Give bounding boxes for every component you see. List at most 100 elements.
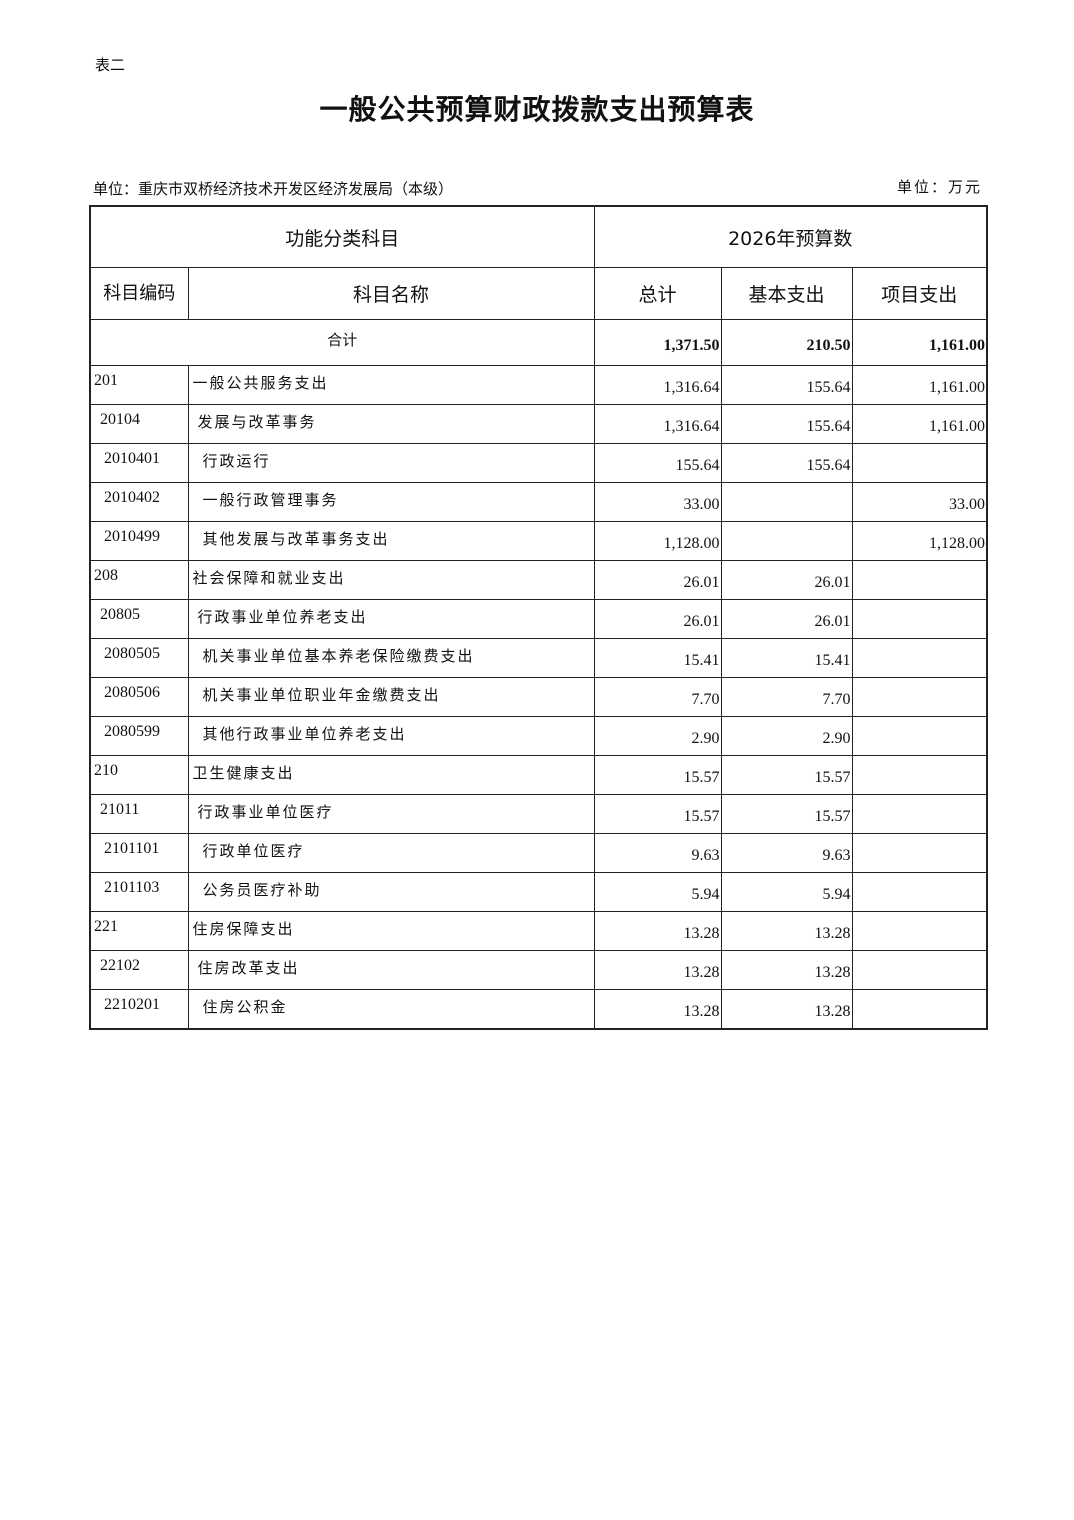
table-row: 2101101 行政单位医疗 9.63 9.63 <box>89 833 988 873</box>
row-project <box>851 560 988 600</box>
header-name: 科目名称 <box>187 267 595 320</box>
row-project <box>851 872 988 912</box>
row-project <box>851 755 988 795</box>
table-row: 210 卫生健康支出 15.57 15.57 <box>89 755 988 795</box>
row-code: 21011 <box>89 794 189 834</box>
table-row: 2010499 其他发展与改革事务支出 1,128.00 1,128.00 <box>89 521 988 561</box>
row-name: 其他发展与改革事务支出 <box>187 521 595 561</box>
row-basic <box>720 482 853 522</box>
row-basic: 15.57 <box>720 794 853 834</box>
row-total: 15.41 <box>593 638 722 678</box>
header-total: 总计 <box>593 267 722 320</box>
row-total: 5.94 <box>593 872 722 912</box>
table-row: 201 一般公共服务支出 1,316.64 155.64 1,161.00 <box>89 365 988 405</box>
row-project <box>851 833 988 873</box>
row-name: 公务员医疗补助 <box>187 872 595 912</box>
row-code: 2080506 <box>89 677 189 717</box>
row-code: 2080599 <box>89 716 189 756</box>
row-name: 行政运行 <box>187 443 595 483</box>
row-code: 201 <box>89 365 189 405</box>
header-basic: 基本支出 <box>720 267 853 320</box>
row-total: 13.28 <box>593 950 722 990</box>
row-code: 2010499 <box>89 521 189 561</box>
row-code: 2010402 <box>89 482 189 522</box>
row-basic: 15.57 <box>720 755 853 795</box>
row-basic: 155.64 <box>720 365 853 405</box>
table-row: 2080599 其他行政事业单位养老支出 2.90 2.90 <box>89 716 988 756</box>
row-project <box>851 989 988 1030</box>
row-project <box>851 677 988 717</box>
unit-currency: 单位：万元 <box>896 178 982 196</box>
row-project <box>851 911 988 951</box>
row-basic: 15.41 <box>720 638 853 678</box>
row-total: 1,316.64 <box>593 365 722 405</box>
budget-table: 功能分类科目 2026年预算数 科目编码 科目名称 总计 基本支出 项目支出 合… <box>89 205 989 1030</box>
row-total: 33.00 <box>593 482 722 522</box>
total-project: 1,161.00 <box>851 319 988 366</box>
row-project <box>851 599 988 639</box>
header-budget-year: 2026年预算数 <box>593 205 988 268</box>
row-code: 2010401 <box>89 443 189 483</box>
row-basic: 26.01 <box>720 599 853 639</box>
row-name: 住房公积金 <box>187 989 595 1030</box>
page-title: 一般公共预算财政拨款支出预算表 <box>319 93 755 126</box>
table-row: 20104 发展与改革事务 1,316.64 155.64 1,161.00 <box>89 404 988 444</box>
table-row: 22102 住房改革支出 13.28 13.28 <box>89 950 988 990</box>
row-basic: 2.90 <box>720 716 853 756</box>
table-row: 21011 行政事业单位医疗 15.57 15.57 <box>89 794 988 834</box>
row-name: 卫生健康支出 <box>187 755 595 795</box>
total-row: 合计 1,371.50 210.50 1,161.00 <box>89 319 988 366</box>
row-basic: 155.64 <box>720 443 853 483</box>
row-basic: 155.64 <box>720 404 853 444</box>
total-label: 合计 <box>89 319 595 366</box>
row-basic: 9.63 <box>720 833 853 873</box>
row-code: 2080505 <box>89 638 189 678</box>
header-row-group: 功能分类科目 2026年预算数 <box>89 205 988 268</box>
header-functional-classification: 功能分类科目 <box>89 205 595 268</box>
row-name: 行政事业单位医疗 <box>187 794 595 834</box>
row-total: 15.57 <box>593 794 722 834</box>
table-row: 208 社会保障和就业支出 26.01 26.01 <box>89 560 988 600</box>
row-project <box>851 794 988 834</box>
unit-organization: 单位：重庆市双桥经济技术开发区经济发展局（本级） <box>93 180 454 198</box>
row-code: 2101101 <box>89 833 189 873</box>
row-code: 20104 <box>89 404 189 444</box>
row-name: 其他行政事业单位养老支出 <box>187 716 595 756</box>
row-total: 1,316.64 <box>593 404 722 444</box>
row-total: 2.90 <box>593 716 722 756</box>
row-project: 33.00 <box>851 482 988 522</box>
row-total: 13.28 <box>593 989 722 1030</box>
row-basic <box>720 521 853 561</box>
row-basic: 5.94 <box>720 872 853 912</box>
table-row: 221 住房保障支出 13.28 13.28 <box>89 911 988 951</box>
table-row: 2010401 行政运行 155.64 155.64 <box>89 443 988 483</box>
row-code: 210 <box>89 755 189 795</box>
row-code: 22102 <box>89 950 189 990</box>
row-project <box>851 950 988 990</box>
row-code: 20805 <box>89 599 189 639</box>
row-code: 2210201 <box>89 989 189 1030</box>
row-name: 机关事业单位基本养老保险缴费支出 <box>187 638 595 678</box>
table-row: 2210201 住房公积金 13.28 13.28 <box>89 989 988 1030</box>
table-row: 2101103 公务员医疗补助 5.94 5.94 <box>89 872 988 912</box>
row-project <box>851 638 988 678</box>
header-row-columns: 科目编码 科目名称 总计 基本支出 项目支出 <box>89 267 988 320</box>
row-name: 行政单位医疗 <box>187 833 595 873</box>
row-project: 1,161.00 <box>851 365 988 405</box>
header-project: 项目支出 <box>851 267 988 320</box>
row-code: 2101103 <box>89 872 189 912</box>
row-basic: 26.01 <box>720 560 853 600</box>
table-row: 2010402 一般行政管理事务 33.00 33.00 <box>89 482 988 522</box>
row-total: 26.01 <box>593 560 722 600</box>
table-row: 2080505 机关事业单位基本养老保险缴费支出 15.41 15.41 <box>89 638 988 678</box>
row-total: 9.63 <box>593 833 722 873</box>
row-name: 发展与改革事务 <box>187 404 595 444</box>
row-name: 机关事业单位职业年金缴费支出 <box>187 677 595 717</box>
total-total: 1,371.50 <box>593 319 722 366</box>
row-total: 1,128.00 <box>593 521 722 561</box>
row-name: 住房改革支出 <box>187 950 595 990</box>
row-total: 15.57 <box>593 755 722 795</box>
row-basic: 7.70 <box>720 677 853 717</box>
header-code: 科目编码 <box>89 267 189 320</box>
table-label: 表二 <box>95 56 126 74</box>
